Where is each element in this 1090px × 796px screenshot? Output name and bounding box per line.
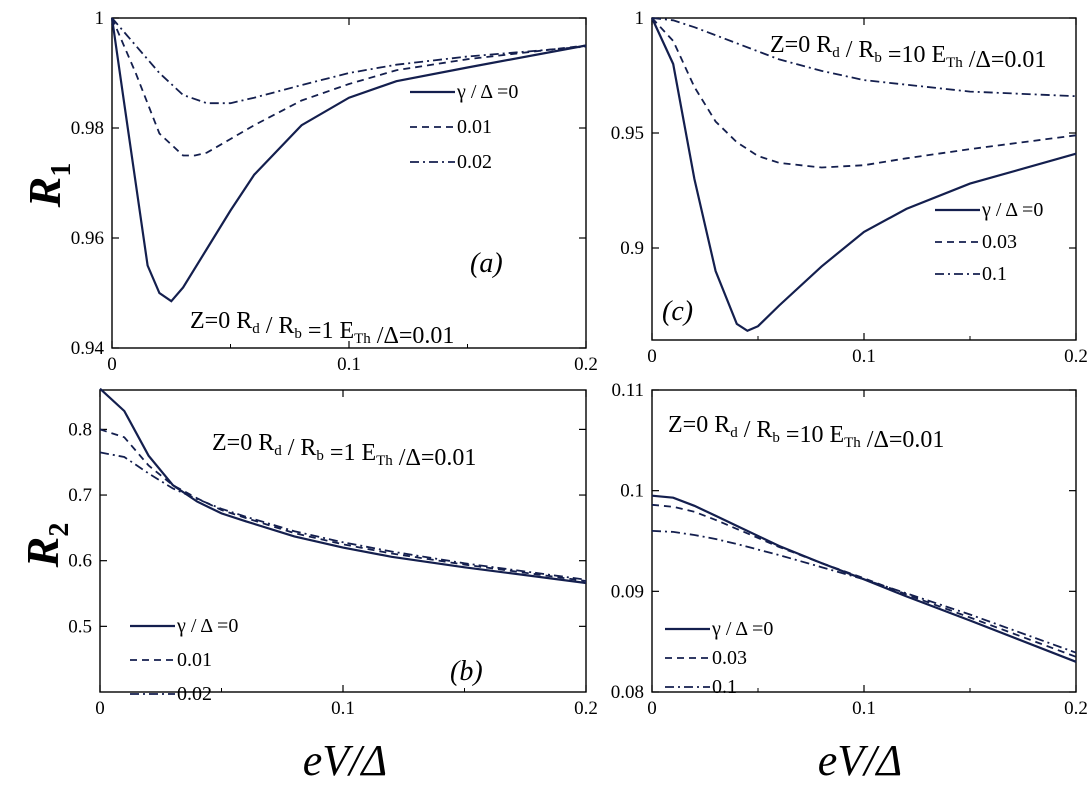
y-tick-label: 1 xyxy=(95,8,105,29)
y-tick-label: 0.96 xyxy=(71,228,104,249)
legend: γ / Δ =0 0.03 0.1 xyxy=(665,618,773,698)
y-tick-label: 0.95 xyxy=(611,123,644,144)
y-tick-label: 0.11 xyxy=(611,380,644,401)
x-axis-label: eV/Δ xyxy=(818,736,902,785)
legend: γ / Δ =0 0.01 0.02 xyxy=(410,81,518,173)
panel-label: (c) xyxy=(662,296,693,327)
series-line-2 xyxy=(651,17,1077,169)
parameter-annotation: Z=0 Rd / Rb =10 ETh /Δ=0.01 xyxy=(668,412,944,453)
legend-label: 0.1 xyxy=(982,263,1007,285)
x-axis-label: eV/Δ xyxy=(303,736,387,785)
parameter-annotation: Z=0 Rd / Rb =10 ETh /Δ=0.01 xyxy=(770,32,1046,73)
x-tick-label: 0.2 xyxy=(574,354,598,375)
x-tick-label: 0.1 xyxy=(852,346,876,367)
x-tick-label: 0.2 xyxy=(574,698,598,719)
y-tick-label: 0.7 xyxy=(68,485,92,506)
panel-a: 0 0.1 0.2 0.94 0.96 0.98 1 γ / Δ =0 0.01 0.02 Z=0 … xyxy=(19,8,598,375)
plot-frame xyxy=(111,17,587,349)
y-tick-label: 0.08 xyxy=(611,682,644,703)
parameter-annotation: Z=0 Rd / Rb =1 ETh /Δ=0.01 xyxy=(190,308,454,349)
y-tick-label: 1 xyxy=(635,8,645,29)
series-line-1 xyxy=(110,17,587,303)
series-line-1 xyxy=(651,494,1077,663)
y-tick-label: 0.94 xyxy=(71,338,105,359)
legend-label: 0.03 xyxy=(982,231,1017,253)
x-tick-label: 0.2 xyxy=(1064,698,1088,719)
legend-label: γ / Δ =0 xyxy=(711,618,773,640)
x-tick-label: 0 xyxy=(95,698,105,719)
legend-label: γ / Δ =0 xyxy=(456,81,518,103)
series-line-3 xyxy=(99,451,587,581)
x-tick-label: 0.1 xyxy=(852,698,876,719)
legend-label: 0.02 xyxy=(177,683,212,705)
panel-d: 0 0.1 0.2 0.08 0.09 0.1 0.11 γ / Δ =0 0.03 0.1 Z=0… xyxy=(611,380,1088,785)
legend-label: γ / Δ =0 xyxy=(176,615,238,637)
series-line-2 xyxy=(111,17,587,157)
legend-label: 0.01 xyxy=(177,649,212,671)
panel-label: (a) xyxy=(470,248,503,279)
x-tick-label: 0.2 xyxy=(1064,346,1088,367)
x-tick-label: 0 xyxy=(647,698,657,719)
series-line-2 xyxy=(99,428,587,582)
panel-b: 0 0.1 0.2 0.5 0.6 0.7 0.8 γ / Δ =0 0.01 0.02 Z=0 R… xyxy=(17,387,598,785)
series-line-2 xyxy=(651,503,1077,658)
parameter-annotation: Z=0 Rd / Rb =1 ETh /Δ=0.01 xyxy=(212,430,476,471)
series-line-3 xyxy=(651,17,1077,98)
y-tick-label: 0.98 xyxy=(71,118,104,139)
y-axis-label: R2 xyxy=(17,523,75,569)
y-tick-label: 0.1 xyxy=(620,481,644,502)
legend-label: 0.01 xyxy=(457,116,492,138)
x-tick-label: 0.1 xyxy=(331,698,355,719)
x-tick-label: 0 xyxy=(647,346,657,367)
series-line-1 xyxy=(99,387,587,585)
y-axis-label: R1 xyxy=(19,163,77,209)
panel-label: (b) xyxy=(450,656,483,687)
y-tick-label: 0.5 xyxy=(68,616,92,637)
y-tick-label: 0.6 xyxy=(68,551,92,572)
y-tick-label: 0.09 xyxy=(611,581,644,602)
y-tick-label: 0.9 xyxy=(620,238,644,259)
series-line-3 xyxy=(651,530,1077,654)
series-line-3 xyxy=(111,17,587,105)
plot-frame xyxy=(99,389,587,693)
x-tick-label: 0 xyxy=(107,354,117,375)
legend-label: γ / Δ =0 xyxy=(981,199,1043,221)
panel-c: 0 0.1 0.2 0.9 0.95 1 γ / Δ =0 0.03 0.1 Z=0 Rd / R… xyxy=(611,8,1088,367)
legend: γ / Δ =0 0.01 0.02 xyxy=(130,615,238,705)
legend-label: 0.03 xyxy=(712,647,747,669)
legend-label: 0.1 xyxy=(712,676,737,698)
legend: γ / Δ =0 0.03 0.1 xyxy=(935,199,1043,285)
y-tick-label: 0.8 xyxy=(68,419,92,440)
x-tick-label: 0.1 xyxy=(337,354,361,375)
series-line-1 xyxy=(651,17,1077,333)
legend-label: 0.02 xyxy=(457,151,492,173)
